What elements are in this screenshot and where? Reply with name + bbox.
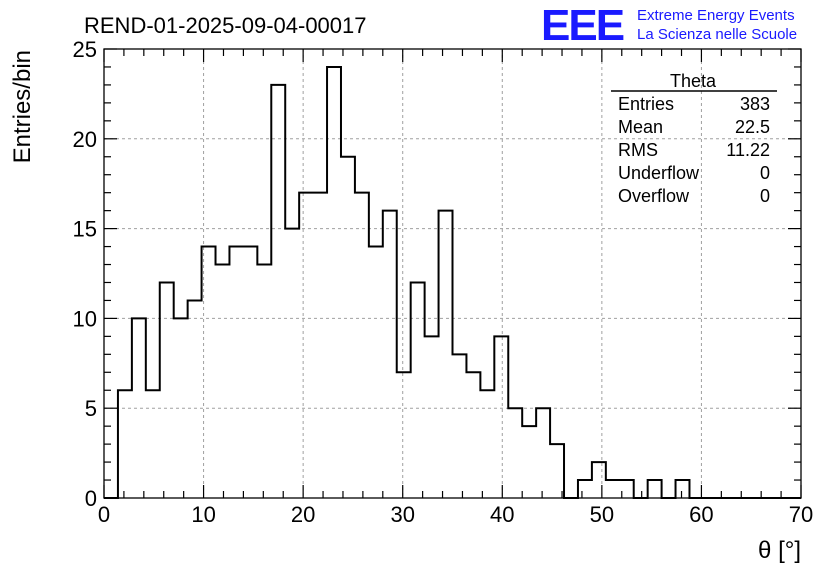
stats-title: Theta bbox=[670, 71, 717, 91]
stats-label: Entries bbox=[618, 94, 674, 114]
y-tick-label: 15 bbox=[73, 217, 97, 242]
grid-lines bbox=[104, 49, 801, 498]
x-tick-label: 50 bbox=[590, 502, 614, 527]
eee-logo-line1: Extreme Energy Events bbox=[637, 7, 795, 24]
eee-logo: EEE bbox=[541, 1, 624, 50]
plot-frame bbox=[103, 48, 802, 499]
x-axis-label: θ [°] bbox=[758, 537, 801, 564]
y-tick-label: 5 bbox=[85, 396, 97, 421]
axis-ticks bbox=[103, 48, 802, 499]
axis-tick-labels: 0 10 20 30 40 50 60 70 0 5 10 15 20 25 bbox=[73, 37, 814, 527]
y-axis-label: Entries/bin bbox=[9, 50, 36, 163]
stats-box: Theta Entries 383 Mean 22.5 RMS 11.22 Underflo… bbox=[611, 71, 777, 206]
stats-value: 22.5 bbox=[735, 117, 770, 137]
y-tick-label: 20 bbox=[73, 127, 97, 152]
y-tick-label: 0 bbox=[85, 486, 97, 511]
stats-value: 0 bbox=[760, 163, 770, 183]
x-tick-label: 40 bbox=[490, 502, 514, 527]
stats-label: Underflow bbox=[618, 163, 700, 183]
stats-label: Mean bbox=[618, 117, 663, 137]
y-tick-label: 25 bbox=[73, 37, 97, 62]
x-tick-label: 10 bbox=[191, 502, 215, 527]
histogram-line bbox=[104, 65, 801, 499]
stats-label: Overflow bbox=[618, 186, 690, 206]
eee-logo-line2: La Scienza nelle Scuole bbox=[637, 26, 797, 43]
y-tick-label: 10 bbox=[73, 306, 97, 331]
x-tick-label: 20 bbox=[291, 502, 315, 527]
run-title: REND-01-2025-09-04-00017 bbox=[84, 13, 367, 38]
x-tick-label: 0 bbox=[98, 502, 110, 527]
stats-value: 11.22 bbox=[726, 140, 770, 160]
stats-label: RMS bbox=[618, 140, 658, 160]
x-tick-label: 60 bbox=[689, 502, 713, 527]
x-tick-label: 30 bbox=[390, 502, 414, 527]
stats-value: 383 bbox=[740, 94, 770, 114]
x-tick-label: 70 bbox=[789, 502, 813, 527]
stats-value: 0 bbox=[760, 186, 770, 206]
